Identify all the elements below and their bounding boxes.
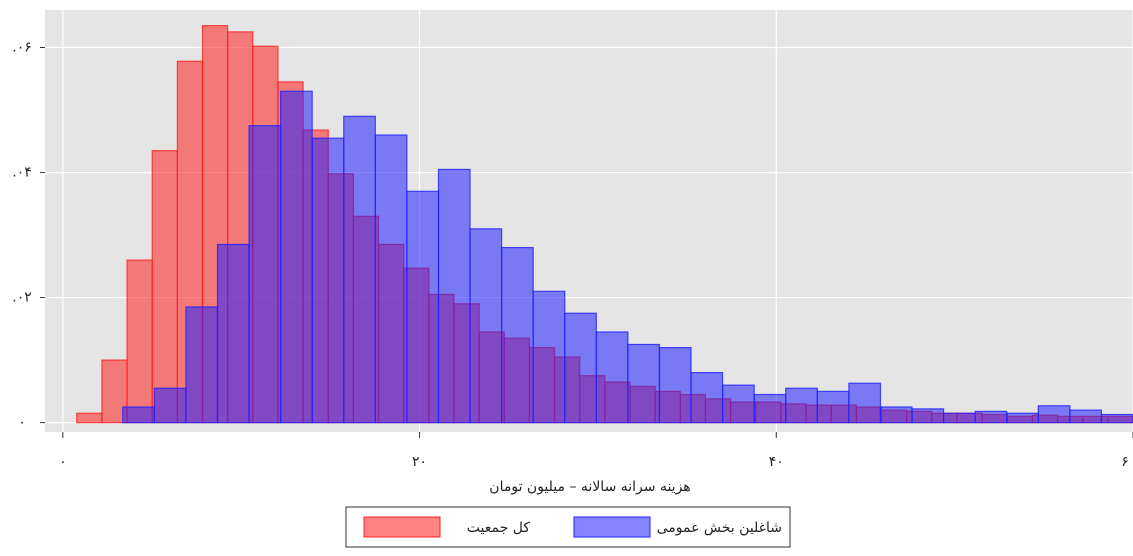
y-tick-label: .۰۶ bbox=[12, 40, 32, 56]
legend-label: کل جمعیت bbox=[467, 520, 531, 536]
legend-label: شاغلین بخش عمومی bbox=[657, 520, 782, 536]
histogram-bar bbox=[816, 390, 850, 424]
histogram-bar bbox=[343, 115, 376, 424]
histogram-bar bbox=[248, 125, 282, 424]
histogram-bar bbox=[658, 347, 692, 424]
histogram-bar bbox=[501, 246, 534, 424]
histogram-bar bbox=[437, 168, 471, 424]
histogram-bar bbox=[911, 408, 945, 424]
histogram-bar bbox=[406, 190, 440, 424]
legend: کل جمعیت شاغلین بخش عمومی bbox=[363, 516, 782, 538]
histogram-bar bbox=[280, 90, 313, 424]
histogram-bar bbox=[1069, 409, 1103, 424]
histogram-bar bbox=[690, 372, 724, 424]
histogram-bar bbox=[974, 410, 1008, 424]
y-tick-label: .۰۴ bbox=[12, 165, 32, 181]
histogram-bar bbox=[1037, 405, 1071, 424]
x-tick-label: ۴۰ bbox=[769, 454, 784, 470]
histogram-bar bbox=[848, 382, 882, 424]
histogram-bar bbox=[374, 134, 408, 424]
legend-swatch bbox=[363, 516, 441, 538]
histogram-bar bbox=[1100, 413, 1133, 424]
histogram-bar bbox=[564, 312, 597, 424]
histogram-bar bbox=[753, 393, 787, 424]
histogram-bar bbox=[126, 259, 153, 424]
x-tick-label: ۰ bbox=[59, 454, 67, 470]
axes: ۰ .۰۲ .۰۴ .۰۶ ۰ ۲۰ ۴۰ ۶ bbox=[12, 40, 1133, 470]
x-axis-title: هزینه سرانه سالانه – میلیون تومان bbox=[489, 479, 690, 495]
x-tick-label: ۲۰ bbox=[412, 454, 427, 470]
histogram-bar bbox=[595, 331, 629, 424]
histogram-bar bbox=[185, 306, 219, 424]
legend-swatch bbox=[573, 516, 651, 538]
histogram-bar bbox=[1006, 412, 1039, 424]
histogram-bar bbox=[151, 150, 178, 424]
bars bbox=[76, 25, 1133, 424]
histogram-bar bbox=[942, 412, 976, 424]
histogram-bar bbox=[122, 406, 155, 424]
histogram-bar bbox=[785, 387, 818, 424]
histogram-bar bbox=[216, 243, 250, 424]
histogram-bar bbox=[469, 228, 503, 424]
y-tick-label: ۰ bbox=[18, 415, 26, 431]
y-tick-label: .۰۲ bbox=[12, 290, 32, 306]
histogram-bar bbox=[627, 343, 661, 424]
histogram-bar bbox=[721, 384, 755, 424]
histogram-bar bbox=[153, 387, 187, 424]
histogram-bar bbox=[532, 290, 566, 424]
x-tick-label: ۶ bbox=[1121, 454, 1129, 470]
histogram-bar bbox=[879, 406, 913, 424]
histogram-bar bbox=[76, 412, 103, 424]
histogram-bar bbox=[311, 137, 345, 424]
